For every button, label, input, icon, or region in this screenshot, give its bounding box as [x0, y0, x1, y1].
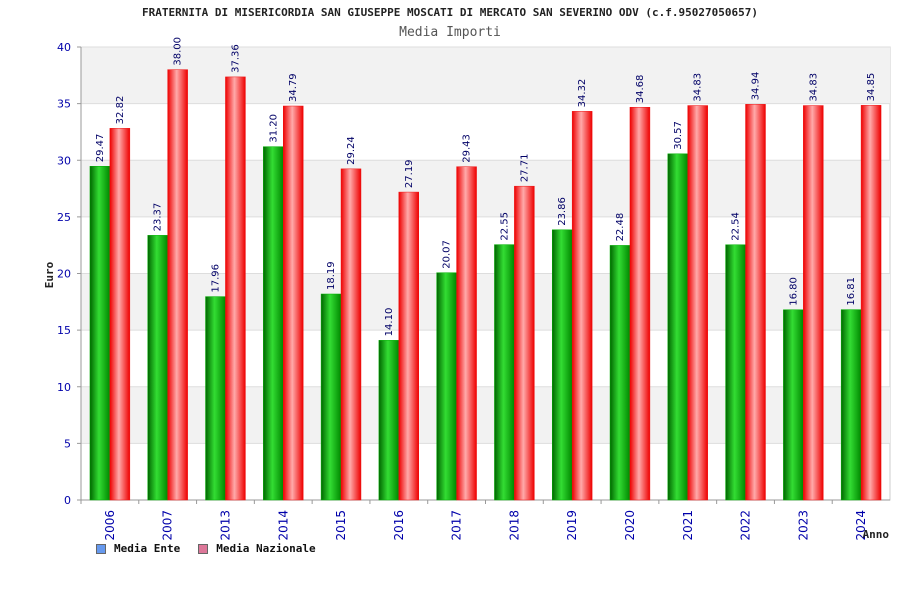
legend: Media Ente Media Nazionale: [96, 542, 334, 555]
bar-media-nazionale: [340, 168, 362, 501]
grid-band: [81, 160, 890, 217]
value-label: 34.83: [693, 73, 704, 102]
value-label: 37.36: [230, 44, 241, 73]
value-label: 34.94: [751, 72, 762, 101]
y-tick-label: 35: [57, 98, 71, 111]
value-label: 34.79: [288, 73, 299, 102]
chart-title: FRATERNITA DI MISERICORDIA SAN GIUSEPPE …: [142, 6, 758, 19]
value-label: 22.55: [499, 212, 510, 241]
y-tick-label: 5: [64, 437, 71, 450]
x-tick-label: 2015: [334, 510, 348, 541]
x-tick-label: 2018: [507, 510, 521, 541]
value-label: 17.96: [210, 264, 221, 293]
bar-media-nazionale: [687, 105, 708, 501]
bar-media-ente: [609, 245, 631, 501]
y-axis: 0 5 10 15 20 25 30 35 40: [57, 41, 81, 507]
y-tick-label: 10: [57, 381, 71, 394]
y-tick-label: 30: [57, 154, 71, 167]
bar-media-ente: [840, 309, 862, 501]
value-label: 23.37: [153, 203, 164, 232]
bar-media-ente: [551, 229, 573, 501]
y-tick-label: 20: [57, 268, 71, 281]
bar-media-nazionale: [803, 105, 824, 501]
legend-item-nazionale: Media Nazionale: [198, 542, 316, 555]
y-tick-label: 15: [57, 324, 71, 337]
legend-label-ente: Media Ente: [114, 542, 181, 555]
bar-media-nazionale: [109, 128, 131, 501]
bar-media-ente: [147, 235, 168, 501]
y-tick-label: 0: [64, 494, 71, 507]
x-axis-label: Anno: [863, 528, 890, 541]
bar-media-nazionale: [283, 105, 304, 501]
bars: 29.47 32.82 23.37 38.00 17.96 37.36 31.20 34.79…: [89, 37, 882, 501]
legend-swatch-nazionale: [198, 543, 209, 554]
value-label: 34.68: [635, 75, 646, 104]
bar-media-nazionale: [629, 106, 651, 501]
legend-swatch-ente: [96, 543, 106, 554]
value-label: 32.82: [115, 96, 126, 125]
value-label: 34.85: [866, 73, 877, 102]
value-label: 20.07: [442, 240, 453, 269]
value-label: 34.32: [577, 79, 588, 108]
x-tick-label: 2013: [218, 510, 232, 541]
chart-subtitle: Media Importi: [399, 25, 501, 40]
y-tick-label: 40: [57, 41, 71, 54]
x-tick-label: 2022: [739, 510, 753, 541]
grid-band: [81, 273, 890, 331]
bar-media-ente: [89, 166, 111, 501]
bar-media-ente: [667, 153, 688, 501]
bar-media-nazionale: [225, 76, 246, 501]
bar-media-ente: [436, 272, 457, 501]
bar-media-nazionale: [571, 111, 593, 501]
x-tick-label: 2019: [565, 510, 579, 541]
value-label: 16.81: [846, 277, 857, 306]
x-tick-label: 2021: [681, 510, 695, 541]
bar-media-ente: [205, 296, 226, 501]
value-label: 22.54: [731, 212, 742, 241]
value-label: 16.80: [788, 277, 799, 306]
x-tick-label: 2016: [392, 510, 406, 541]
y-axis-label: Euro: [43, 261, 56, 288]
value-label: 38.00: [173, 37, 184, 66]
y-tick-label: 25: [57, 211, 71, 224]
grid-band: [81, 386, 890, 444]
bar-media-ente: [263, 146, 284, 501]
value-label: 22.48: [615, 213, 626, 242]
bar-media-nazionale: [745, 104, 766, 501]
bar-media-nazionale: [860, 105, 882, 501]
x-tick-label: 2006: [103, 510, 117, 541]
value-label: 34.83: [808, 73, 819, 102]
value-label: 14.10: [384, 308, 395, 337]
value-label: 27.19: [404, 159, 415, 188]
x-tick-label: 2017: [450, 510, 464, 541]
legend-label-nazionale: Media Nazionale: [216, 542, 316, 555]
value-label: 29.43: [462, 134, 473, 163]
bar-media-nazionale: [514, 185, 535, 501]
value-label: 18.19: [326, 261, 337, 290]
bar-media-ente: [378, 340, 400, 501]
bar-media-nazionale: [398, 191, 420, 501]
value-label: 29.24: [346, 136, 357, 165]
x-tick-label: 2020: [623, 510, 637, 541]
grid-band: [81, 47, 890, 104]
value-label: 23.86: [557, 197, 568, 226]
x-tick-label: 2024: [854, 510, 868, 541]
bar-media-ente: [320, 293, 342, 501]
x-tick-label: 2007: [161, 510, 175, 541]
bar-media-nazionale: [167, 69, 188, 501]
value-label: 30.57: [673, 121, 684, 150]
x-axis: 2006 2007 2013 2014 2015 2016 2017 2018 2019 2020…: [80, 500, 868, 541]
x-tick-label: 2014: [276, 510, 290, 541]
bar-media-ente: [725, 244, 746, 501]
x-tick-label: 2023: [796, 510, 810, 541]
value-label: 27.71: [519, 154, 530, 183]
bar-media-ente: [783, 309, 804, 501]
legend-item-ente: Media Ente: [96, 542, 180, 555]
bar-media-ente: [494, 244, 515, 501]
value-label: 29.47: [95, 134, 106, 163]
value-label: 31.20: [268, 114, 279, 143]
bar-media-nazionale: [456, 166, 477, 501]
grid-bands: [80, 46, 891, 501]
